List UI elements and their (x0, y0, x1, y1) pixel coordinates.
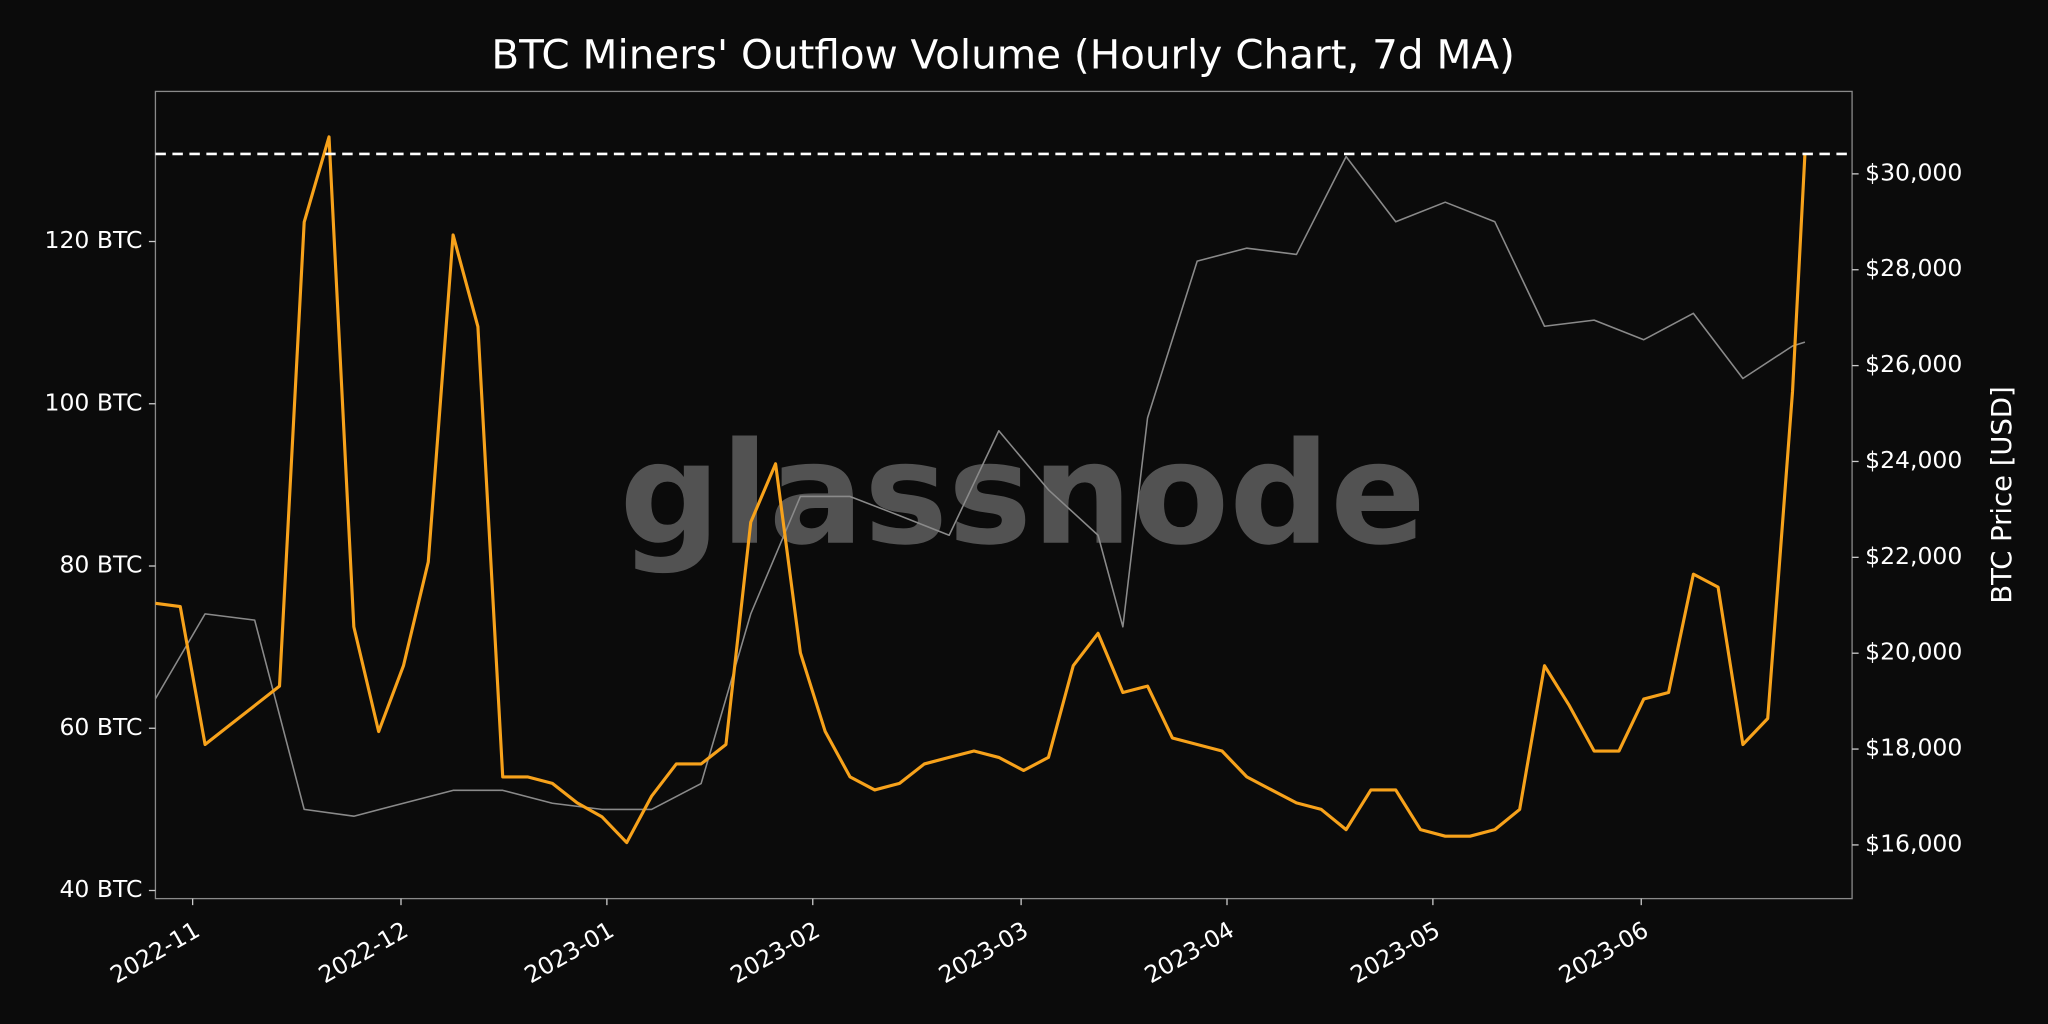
y2-tick-label: $20,000 (1865, 638, 1962, 666)
y2-tick-label: $26,000 (1865, 350, 1962, 378)
y2-tick-label: $24,000 (1865, 446, 1962, 474)
y2-axis-label: BTC Price [USD] (1987, 386, 2018, 603)
y-tick-label: 80 BTC (59, 551, 142, 579)
y-tick-label: 60 BTC (59, 713, 142, 741)
y2-tick-label: $18,000 (1865, 734, 1962, 762)
plot-area (154, 90, 1853, 900)
y-tick-label: 40 BTC (59, 875, 142, 903)
chart-title: BTC Miners' Outflow Volume (Hourly Chart… (491, 30, 1515, 78)
watermark: glassnode (620, 413, 1426, 577)
y-tick-label: 100 BTC (45, 388, 143, 416)
outflow-line (155, 135, 1807, 845)
y-tick-label: 120 BTC (45, 226, 143, 254)
price-line (154, 155, 1806, 817)
y2-tick-label: $22,000 (1865, 542, 1962, 570)
y2-tick-label: $28,000 (1865, 254, 1962, 282)
y2-tick-label: $16,000 (1865, 829, 1962, 857)
y2-tick-label: $30,000 (1865, 158, 1962, 186)
